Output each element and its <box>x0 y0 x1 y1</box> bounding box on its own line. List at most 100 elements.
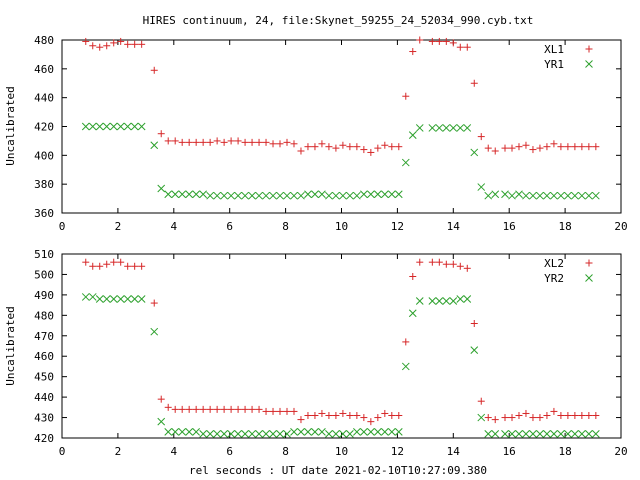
xl1-point <box>367 148 375 156</box>
xl2-point <box>515 412 523 420</box>
top-y-tick-label: 440 <box>34 92 54 105</box>
yr2-point <box>262 430 270 438</box>
yr2-point <box>564 430 572 438</box>
xl1-point <box>346 143 354 151</box>
xl1-point <box>592 143 600 151</box>
yr1-point <box>178 190 187 199</box>
xl1-point <box>255 138 263 146</box>
xl1-point <box>262 138 270 146</box>
yr1-point <box>536 191 544 200</box>
xl2-point <box>248 405 256 413</box>
xl2-point <box>416 258 424 266</box>
legend-marker-xl1 <box>585 45 593 53</box>
yr1-point <box>150 141 159 150</box>
xl2-point <box>395 412 403 420</box>
yr1-point <box>449 124 458 132</box>
yr1-point <box>199 190 208 199</box>
xl2-point <box>571 412 579 420</box>
bottom-y-tick-label: 490 <box>34 289 54 302</box>
yr2-point <box>88 293 97 301</box>
xl2-point <box>381 409 389 417</box>
bottom-x-tick-label: 16 <box>503 445 516 458</box>
yr1-point <box>220 191 228 200</box>
yr1-point <box>157 184 166 193</box>
yr2-point <box>311 428 319 436</box>
yr2-point <box>269 430 277 438</box>
yr2-point <box>529 430 537 438</box>
yr2-point <box>360 428 368 436</box>
yr1-point <box>304 190 312 199</box>
xl2-point <box>96 262 104 270</box>
bottom-panel: Uncalibrated 0 2 4 6 8 10 12 14 16 18 20 420 430 440 4… <box>4 248 628 458</box>
top-x-tick-label: 10 <box>335 220 348 233</box>
yr2-point <box>206 430 214 438</box>
yr1-point <box>262 191 270 200</box>
yr2-point <box>164 428 173 436</box>
yr1-point <box>550 191 558 200</box>
yr1-point <box>248 191 256 200</box>
xl1-point <box>234 137 242 145</box>
yr2-point <box>123 295 132 303</box>
yr2-point <box>543 430 551 438</box>
xl1-point <box>103 42 111 50</box>
yr2-point <box>394 428 403 436</box>
yr2-point <box>557 430 565 438</box>
xl2-point <box>374 414 382 422</box>
bottom-data-points <box>81 258 600 438</box>
yr2-point <box>373 428 382 436</box>
xl2-point <box>353 412 361 420</box>
yr1-point <box>477 183 486 191</box>
yr1-point <box>130 122 139 131</box>
top-x-tick-label: 16 <box>503 220 516 233</box>
xl2-point <box>529 414 537 422</box>
top-y-tick-label: 380 <box>34 178 54 191</box>
xl1-point <box>501 144 509 152</box>
legend-marker-yr1 <box>585 60 593 68</box>
bottom-plot-frame <box>61 253 622 439</box>
yr1-point <box>564 191 572 200</box>
xl1-point <box>89 42 97 50</box>
yr2-point <box>463 295 472 303</box>
xl2-point <box>442 260 450 268</box>
yr1-point <box>241 191 249 200</box>
yr2-point <box>571 430 579 438</box>
yr2-point <box>522 430 530 438</box>
xl1-point <box>199 138 207 146</box>
yr1-point <box>408 131 417 140</box>
yr1-point <box>571 191 579 200</box>
xl2-point <box>220 405 228 413</box>
yr1-point <box>360 190 368 199</box>
yr1-point <box>297 191 305 200</box>
bottom-x-tick-label: 12 <box>391 445 404 458</box>
yr2-point <box>470 346 479 354</box>
xl1-point <box>178 138 186 146</box>
yr1-point <box>227 191 235 200</box>
legend-label-yr2: YR2 <box>544 272 564 285</box>
xl2-point <box>290 407 298 415</box>
yr1-point <box>508 191 516 200</box>
yr2-point <box>332 430 340 438</box>
xl2-point <box>557 412 565 420</box>
top-y-tick-label: 420 <box>34 121 54 134</box>
yr1-point <box>283 191 291 200</box>
xl1-point <box>124 40 132 48</box>
xl2-point <box>110 258 118 266</box>
xl1-point <box>276 140 284 148</box>
yr2-point <box>318 428 326 436</box>
xl1-point <box>557 143 565 151</box>
yr1-point <box>116 122 125 131</box>
xl1-point <box>522 141 530 149</box>
xl2-point <box>339 409 347 417</box>
yr2-point <box>325 430 333 438</box>
xl2-point <box>367 418 375 426</box>
yr1-point <box>591 191 600 200</box>
xl2-point <box>227 405 235 413</box>
yr2-point <box>81 293 90 301</box>
yr2-point <box>297 428 305 436</box>
xl1-point <box>402 92 410 100</box>
xl2-point <box>185 405 193 413</box>
xl2-point <box>449 260 457 268</box>
xl1-point <box>248 138 256 146</box>
